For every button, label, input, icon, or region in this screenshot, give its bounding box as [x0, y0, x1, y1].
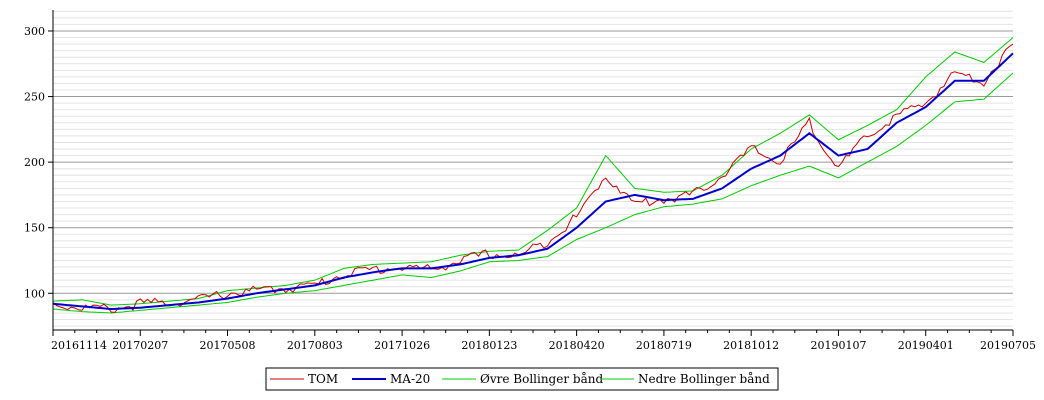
series-layer: [52, 37, 1014, 314]
legend-label: MA-20: [390, 372, 430, 386]
series-line-tom: [52, 43, 1014, 313]
plot-area: [53, 10, 1013, 330]
legend-label: TOM: [308, 372, 338, 386]
legend-label: Øvre Bollinger bånd: [480, 371, 603, 386]
axes: 100 150 200 250 300 20161114 20170207 20170508 2…: [24, 10, 1036, 352]
x-tick-label: 20171026: [374, 339, 430, 352]
x-tick-label: 20181012: [723, 339, 779, 352]
x-tick-label: 20190705: [980, 339, 1036, 352]
y-tick-label: 300: [24, 25, 45, 38]
x-tick-label: 20190401: [898, 339, 954, 352]
series-line-ma-20: [52, 52, 1014, 311]
y-tick-label: 250: [24, 91, 45, 104]
x-tick-label: 20190107: [810, 339, 866, 352]
grid: [53, 10, 1013, 330]
legend-box: [265, 367, 779, 391]
x-tick-label: 20170508: [200, 339, 256, 352]
legend: TOM MA-20 Øvre Bollinger bånd Nedre Bolling…: [265, 367, 779, 391]
legend-label: Nedre Bollinger bånd: [638, 371, 770, 386]
x-tick-label: 20161114: [51, 339, 107, 352]
x-tick-label: 20180123: [461, 339, 517, 352]
x-tick-label: 20170207: [112, 339, 168, 352]
x-tick-label: 20180420: [549, 339, 605, 352]
y-tick-label: 200: [24, 156, 45, 169]
x-tick-label: 20180719: [636, 339, 692, 352]
y-tick-label: 150: [24, 222, 45, 235]
y-tick-label: 100: [24, 287, 45, 300]
x-tick-label: 20170803: [287, 339, 343, 352]
series-line-nedre-bollinger: [52, 72, 1014, 314]
series-line-ovre-bollinger: [52, 37, 1014, 306]
